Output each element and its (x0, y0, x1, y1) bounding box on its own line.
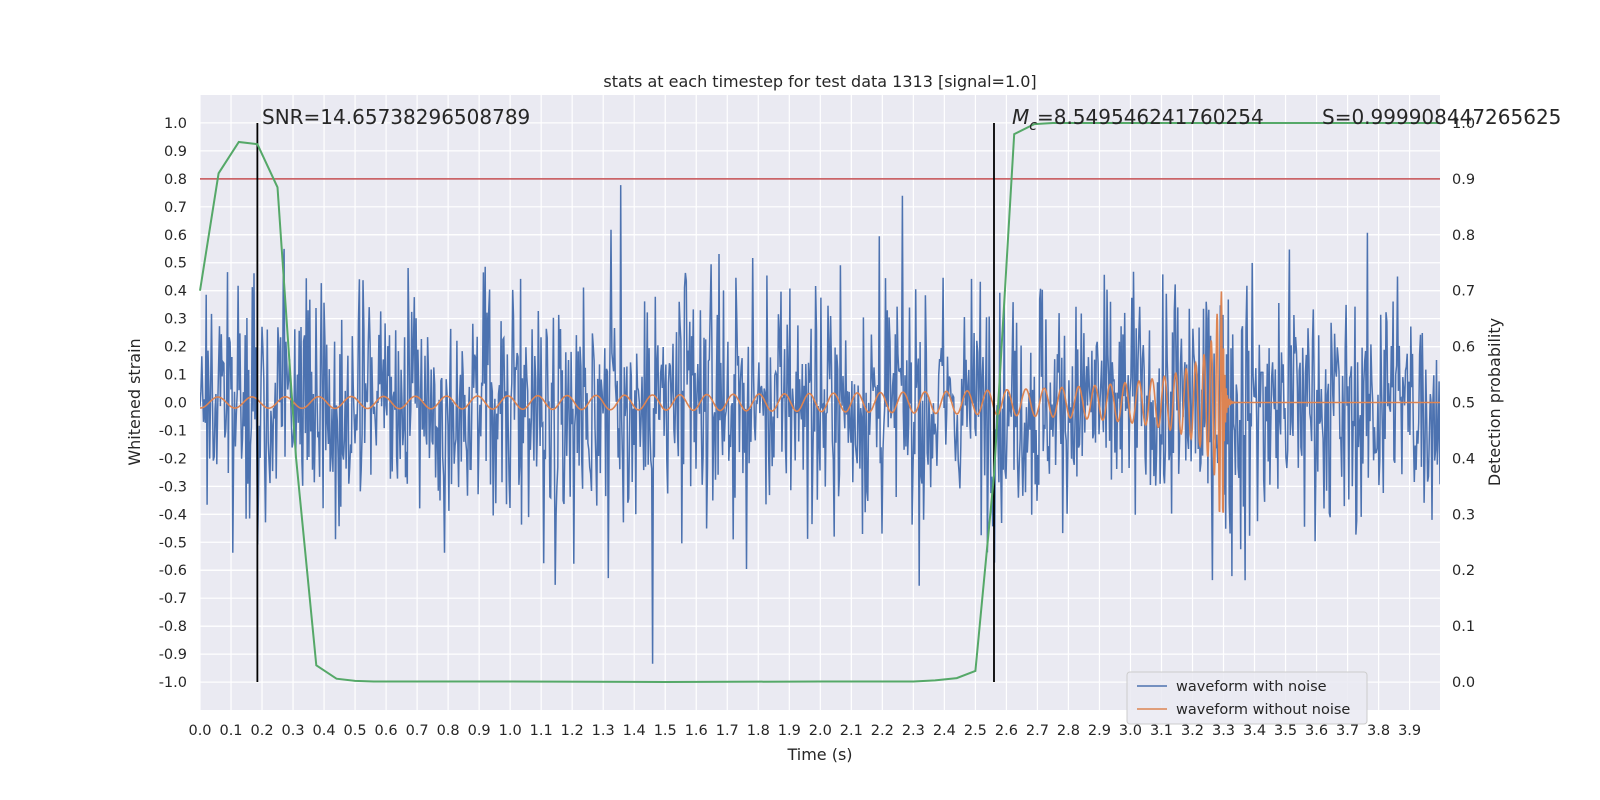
x-tick-label: 2.5 (964, 723, 987, 739)
overlays (199, 122, 1440, 684)
y-tick-label: 0.7 (164, 200, 187, 216)
x-tick-label: 1.7 (716, 723, 739, 739)
x-tick-label: 3.5 (1274, 723, 1297, 739)
x-tick-label: 1.4 (623, 723, 646, 739)
series-waveform-without-noise (200, 291, 1440, 513)
x-tick-label: 0.1 (219, 723, 242, 739)
chirp-waveform-line (200, 291, 1440, 513)
x-tick-label: 1.5 (654, 723, 677, 739)
x-tick-label: 0.2 (250, 723, 273, 739)
x-tick-label: 0.0 (188, 723, 211, 739)
x-tick-label: 3.4 (1243, 723, 1266, 739)
x-tick-label: 0.9 (468, 723, 491, 739)
x-tick-label: 1.0 (499, 723, 522, 739)
y-tick-label: -0.6 (159, 563, 187, 579)
x-tick-label: 0.6 (375, 723, 398, 739)
y-tick-label: -0.9 (159, 647, 187, 663)
x-tick-label: 2.4 (933, 723, 956, 739)
y-tick-label: 0.9 (164, 144, 187, 160)
x-tick-label: 3.9 (1398, 723, 1421, 739)
y2-tick-label: 0.2 (1452, 563, 1475, 579)
y2-tick-label: 0.7 (1452, 284, 1475, 300)
x-tick-label: 2.2 (871, 723, 894, 739)
y2-tick-label: 0.0 (1452, 675, 1475, 691)
y-axis-label: Whitened strain (125, 338, 144, 465)
chirp-mass-subscript: c (1029, 118, 1037, 134)
x-tick-label: 0.5 (344, 723, 367, 739)
y-tick-label: 0.5 (164, 256, 187, 272)
x-tick-label: 0.4 (313, 723, 336, 739)
x-tick-label: 2.0 (809, 723, 832, 739)
x-tick-label: 1.2 (561, 723, 584, 739)
y-tick-label: 0.0 (164, 396, 187, 412)
y2-tick-label: 0.9 (1452, 172, 1475, 188)
legend-label-chirp: waveform without noise (1176, 702, 1350, 718)
detection-probability-line (199, 122, 1440, 684)
chirp-mass-annotation: Mc=8.549546241760254 (1012, 105, 1264, 134)
x-tick-label: 0.8 (437, 723, 460, 739)
y-tick-labels: 1.0 0.9 0.8 0.7 0.6 0.5 0.4 0.3 0.2 0.1 0.0 -0.1 -0.… (159, 116, 187, 691)
x-tick-label: 2.9 (1088, 723, 1111, 739)
legend: waveform with noise waveform without noi… (1126, 671, 1368, 725)
y2-tick-label: 0.3 (1452, 507, 1475, 523)
x-tick-label: 1.6 (685, 723, 708, 739)
y-tick-label: -0.5 (159, 535, 187, 551)
x-tick-label: 2.7 (1026, 723, 1049, 739)
y-tick-label: -0.1 (159, 423, 187, 439)
y-tick-label: -0.4 (159, 507, 187, 523)
y2-tick-label: 1.0 (1452, 116, 1475, 132)
x-tick-label: 1.1 (530, 723, 553, 739)
x-tick-label: 3.7 (1336, 723, 1359, 739)
snr-annotation: SNR=14.65738296508789 (262, 105, 530, 129)
x-tick-label: 1.3 (592, 723, 615, 739)
y-tick-label: 0.2 (164, 340, 187, 356)
chart-title: stats at each timestep for test data 131… (603, 72, 1036, 91)
x-tick-label: 2.8 (1057, 723, 1080, 739)
y-tick-label: -0.3 (159, 479, 187, 495)
y2-tick-label: 0.5 (1452, 396, 1475, 412)
x-tick-label: 0.3 (282, 723, 305, 739)
series-waveform-with-noise (200, 185, 1440, 664)
chirp-mass-symbol: M (1012, 105, 1029, 129)
detection-score-annotation: S=0.999908447265625 (1322, 105, 1561, 129)
y-tick-label: -1.0 (159, 675, 187, 691)
y-tick-label: -0.7 (159, 591, 187, 607)
x-tick-label: 0.7 (406, 723, 429, 739)
y2-tick-label: 0.8 (1452, 228, 1475, 244)
x-tick-label: 3.3 (1212, 723, 1235, 739)
y2-axis-label: Detection probability (1485, 318, 1504, 486)
x-tick-label: 3.6 (1305, 723, 1328, 739)
x-tick-label: 3.8 (1367, 723, 1390, 739)
x-tick-label: 3.1 (1150, 723, 1173, 739)
x-tick-label: 2.3 (902, 723, 925, 739)
x-tick-label: 1.8 (747, 723, 770, 739)
y-tick-label: 0.8 (164, 172, 187, 188)
y2-tick-label: 0.4 (1452, 451, 1475, 467)
chirp-mass-value: =8.549546241760254 (1037, 105, 1264, 129)
noise-waveform-line (200, 185, 1440, 664)
y-tick-label: 0.1 (164, 368, 187, 384)
legend-label-noise: waveform with noise (1176, 679, 1327, 695)
y-tick-label: 1.0 (164, 116, 187, 132)
y-tick-label: 0.6 (164, 228, 187, 244)
y2-tick-label: 0.1 (1452, 619, 1475, 635)
x-tick-label: 3.2 (1181, 723, 1204, 739)
x-tick-labels: 0.0 0.1 0.2 0.3 0.4 0.5 0.6 0.7 0.8 0.9 1.0 1.1 1.2 1… (188, 723, 1421, 739)
x-tick-label: 1.9 (778, 723, 801, 739)
y2-tick-label: 0.6 (1452, 340, 1475, 356)
y2-tick-labels: 1.0 0.9 0.8 0.7 0.6 0.5 0.4 0.3 0.2 0.1 0.0 (1452, 116, 1475, 691)
y-tick-label: 0.4 (164, 284, 187, 300)
y-tick-label: -0.8 (159, 619, 187, 635)
x-tick-label: 2.6 (995, 723, 1018, 739)
x-axis-label: Time (s) (786, 745, 852, 764)
x-tick-label: 2.1 (840, 723, 863, 739)
x-tick-label: 3.0 (1119, 723, 1142, 739)
legend-box (1126, 671, 1368, 725)
y-tick-label: -0.2 (159, 451, 187, 467)
y-tick-label: 0.3 (164, 312, 187, 328)
